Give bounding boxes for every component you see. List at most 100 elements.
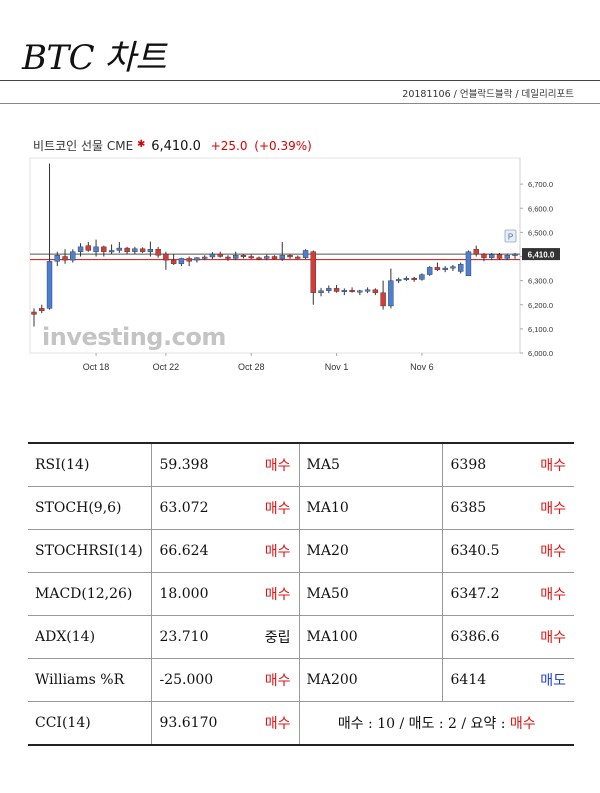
title-divider bbox=[0, 80, 600, 81]
ma-value-cell: 6386.6 매수 bbox=[442, 615, 574, 659]
candle-body bbox=[264, 256, 270, 259]
indicator-value-cell: 93.6170 매수 bbox=[151, 701, 300, 745]
indicator-value-cell: 59.398 매수 bbox=[151, 443, 300, 487]
ma-value-cell: 6414 매도 bbox=[442, 658, 574, 702]
candle-body bbox=[395, 279, 402, 282]
candle-body bbox=[132, 248, 138, 252]
candle-body bbox=[39, 308, 45, 311]
candle-body bbox=[357, 290, 363, 293]
candle-body bbox=[310, 251, 316, 293]
candle-body bbox=[116, 247, 123, 251]
candle-body bbox=[512, 253, 518, 256]
ma-value-cell: 6347.2 매수 bbox=[442, 572, 574, 616]
price-change: +25.0 bbox=[210, 139, 248, 153]
x-tick-label: Oct 18 bbox=[83, 362, 110, 372]
ma-signal: 매도 bbox=[540, 673, 566, 689]
candle-body bbox=[287, 255, 293, 258]
candle-body bbox=[318, 290, 324, 293]
indicator-signal: 매수 bbox=[264, 587, 291, 603]
candle-body bbox=[504, 255, 510, 259]
y-tick-label: 6,600.0 bbox=[528, 204, 553, 213]
candle-body bbox=[333, 288, 340, 292]
candle-body bbox=[62, 256, 68, 261]
candle-body bbox=[434, 267, 441, 270]
ma-value: 6386.6 bbox=[450, 629, 500, 645]
indicator-name: ADX(14) bbox=[28, 615, 152, 659]
candle-body bbox=[489, 254, 495, 258]
ma-name: MA20 bbox=[299, 529, 443, 573]
ma-signal: 매수 bbox=[540, 501, 566, 517]
indicator-value-cell: 23.710 중립 bbox=[151, 615, 300, 659]
candle-body bbox=[364, 289, 371, 292]
candle-body bbox=[170, 259, 177, 264]
p-marker-label: P bbox=[508, 233, 513, 242]
subline-divider bbox=[0, 103, 600, 104]
indicator-value: 59.398 bbox=[159, 457, 209, 473]
candle-body bbox=[233, 255, 239, 259]
price-change-pct: (+0.39%) bbox=[254, 139, 312, 153]
indicator-value: 23.710 bbox=[159, 629, 209, 645]
candle-body bbox=[186, 258, 192, 262]
indicator-signal: 매수 bbox=[264, 458, 291, 474]
candle-body bbox=[248, 256, 254, 259]
ma-name: MA100 bbox=[299, 615, 443, 659]
x-tick-label: Nov 1 bbox=[325, 362, 349, 372]
candle-body bbox=[450, 266, 456, 269]
chart-header: 비트코인 선물 CME ✱ 6,410.0 +25.0 (+0.39%) bbox=[33, 137, 312, 154]
candle-body bbox=[54, 255, 60, 262]
indicator-value: 18.000 bbox=[159, 586, 209, 602]
indicator-name: STOCH(9,6) bbox=[28, 486, 152, 530]
candle-body bbox=[465, 251, 472, 277]
candle-body bbox=[201, 256, 208, 259]
ma-signal: 매수 bbox=[540, 544, 566, 560]
ma-value: 6414 bbox=[450, 672, 487, 688]
candle-body bbox=[194, 257, 200, 261]
y-tick-label: 6,200.0 bbox=[528, 301, 553, 310]
candle-body bbox=[256, 257, 262, 260]
page-title: BTC 차트 bbox=[22, 38, 167, 78]
indicator-row: STOCHRSI(14) 66.624 매수 MA20 6340.5 매수 bbox=[28, 529, 574, 573]
ma-signal: 매수 bbox=[540, 587, 566, 603]
y-tick-label: 6,000.0 bbox=[528, 349, 553, 358]
indicator-value: 93.6170 bbox=[159, 715, 218, 731]
instrument-name: 비트코인 선물 CME bbox=[33, 139, 134, 153]
x-tick-label: Oct 28 bbox=[238, 362, 265, 372]
indicator-value-cell: -25.000 매수 bbox=[151, 658, 300, 702]
indicator-signal: 매수 bbox=[264, 544, 291, 560]
indicator-name: STOCHRSI(14) bbox=[28, 529, 152, 573]
candle-body bbox=[217, 253, 223, 257]
y-tick-label: 6,100.0 bbox=[528, 325, 553, 334]
candlestick-chart: 6,000.06,100.06,200.06,300.06,400.06,500… bbox=[29, 157, 560, 372]
indicator-row: ADX(14) 23.710 중립 MA100 6386.6 매수 bbox=[28, 615, 574, 659]
indicator-value: -25.000 bbox=[159, 672, 214, 688]
indicator-name: MACD(12,26) bbox=[28, 572, 152, 616]
candle-body bbox=[326, 288, 332, 291]
ma-signal: 매수 bbox=[540, 630, 566, 646]
candle-body bbox=[341, 290, 348, 292]
candle-body bbox=[93, 246, 99, 252]
indicator-name: Williams %R bbox=[28, 658, 152, 702]
candle-body bbox=[457, 264, 464, 272]
indicator-value-cell: 66.624 매수 bbox=[151, 529, 300, 573]
investing-watermark: investing.com bbox=[42, 323, 226, 351]
candle-body bbox=[302, 250, 309, 258]
candle-body bbox=[101, 246, 107, 252]
x-tick-label: Oct 22 bbox=[153, 362, 180, 372]
ma-value: 6340.5 bbox=[450, 543, 500, 559]
indicator-row: MACD(12,26) 18.000 매수 MA50 6347.2 매수 bbox=[28, 572, 574, 616]
ma-name: MA200 bbox=[299, 658, 443, 702]
indicator-value: 66.624 bbox=[159, 543, 209, 559]
ma-name: MA10 bbox=[299, 486, 443, 530]
y-tick-label: 6,700.0 bbox=[528, 180, 553, 189]
y-tick-label: 6,500.0 bbox=[528, 228, 553, 237]
candle-body bbox=[411, 278, 417, 280]
candle-body bbox=[380, 292, 386, 307]
candle-body bbox=[70, 251, 76, 261]
report-subline: 20181106 / 언블락드블락 / 데일리리포트 bbox=[402, 89, 574, 100]
ma-value: 6385 bbox=[450, 500, 487, 516]
candle-body bbox=[349, 290, 355, 292]
candle-body bbox=[163, 253, 169, 261]
price-tag-box bbox=[522, 248, 560, 261]
indicator-value-cell: 63.072 매수 bbox=[151, 486, 300, 530]
current-price: 6,410.0 bbox=[151, 139, 201, 154]
